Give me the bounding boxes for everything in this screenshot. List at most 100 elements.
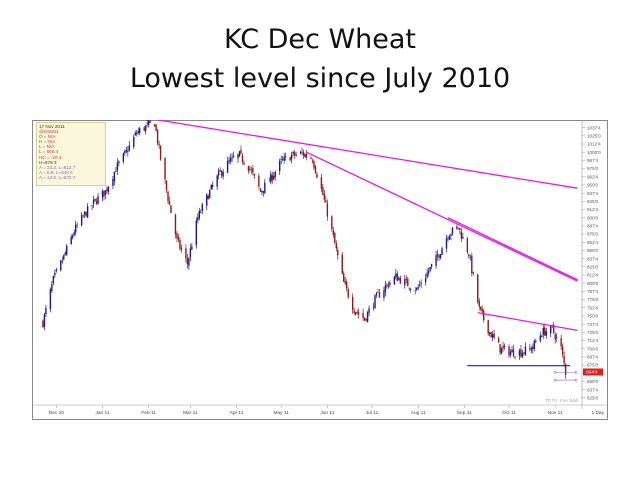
ohlc-bar: [136, 129, 138, 137]
ohlc-bar: [122, 152, 125, 164]
ohlc-bar: [229, 154, 232, 165]
ohlc-bar: [210, 184, 212, 190]
ohlc-bar: [347, 287, 349, 300]
ohlc-body: [174, 214, 177, 235]
ohlc-body: [354, 312, 357, 314]
ohlc-bar: [55, 267, 58, 273]
ohlc-bar: [320, 173, 323, 193]
ohlc-body: [305, 153, 308, 158]
ohlc-body: [441, 248, 443, 255]
ohlc-bar: [61, 256, 63, 264]
ohlc-bar: [439, 253, 442, 260]
ohlc-body: [159, 145, 162, 160]
ohlc-body: [532, 347, 534, 350]
ohlc-bar: [544, 323, 546, 336]
ohlc-bar: [404, 274, 406, 289]
ohlc-bar: [51, 281, 53, 294]
ohlc-bar: [271, 171, 273, 184]
y-tick-label: 987'4: [587, 158, 599, 163]
ohlc-body: [322, 187, 324, 195]
ohlc-bar: [219, 167, 221, 172]
ohlc-bar: [483, 308, 485, 323]
ohlc-bar: [418, 280, 421, 288]
ohlc-bar: [420, 279, 422, 289]
ohlc-bar: [560, 334, 562, 350]
ohlc-body: [177, 236, 180, 240]
ohlc-bar: [337, 246, 339, 260]
ohlc-bar: [363, 317, 366, 322]
ohlc-body: [238, 151, 241, 157]
ohlc-body: [420, 282, 422, 284]
ohlc-bar: [472, 271, 474, 276]
chart-frame: [32, 120, 608, 420]
ohlc-body: [165, 180, 168, 191]
ohlc-bar: [356, 309, 358, 316]
ohlc-body: [378, 292, 381, 298]
ohlc-bar: [389, 280, 391, 288]
ohlc-bar: [310, 156, 312, 160]
ohlc-bar: [478, 298, 480, 311]
y-tick-label: 825'0: [587, 264, 599, 269]
ohlc-bar: [177, 233, 180, 243]
ohlc-bar: [158, 140, 160, 149]
ohlc-bar: [383, 286, 385, 301]
ohlc-body: [408, 287, 410, 289]
y-tick-label: 700'0: [587, 346, 599, 351]
ohlc-body: [116, 162, 119, 171]
projection-marker: [574, 370, 578, 374]
ohlc-body: [259, 188, 262, 192]
ohlc-bar: [386, 283, 388, 289]
ohlc-body: [136, 133, 138, 135]
ohlc-body: [372, 306, 375, 308]
ohlc-body: [170, 205, 172, 214]
ohlc-body: [240, 149, 242, 154]
ohlc-body: [310, 157, 312, 159]
ohlc-body: [564, 364, 567, 375]
ohlc-body: [416, 288, 418, 290]
ohlc-bar: [249, 165, 251, 172]
ohlc-body: [509, 351, 512, 356]
ohlc-bar: [326, 199, 329, 221]
y-tick-label: 887'4: [587, 224, 599, 229]
y-tick-label: 837'4: [587, 256, 599, 261]
ohlc-body: [195, 220, 198, 246]
ohlc-body: [332, 230, 335, 235]
ohlc-bar: [189, 244, 192, 261]
ohlc-bar: [82, 214, 84, 218]
ohlc-body: [228, 160, 230, 162]
trendline-3: [447, 217, 578, 281]
ohlc-bar: [405, 275, 407, 284]
ohlc-bar: [313, 159, 315, 170]
ohlc-body: [343, 273, 345, 282]
ohlc-body: [229, 158, 232, 162]
x-tick-label: Jun 11: [320, 410, 334, 416]
ohlc-bar: [487, 319, 489, 336]
ohlc-bar: [316, 171, 318, 179]
legend-line-2: O = N/A: [39, 134, 56, 140]
ohlc-bar: [416, 287, 418, 291]
ohlc-body: [447, 238, 449, 239]
ohlc-bar: [174, 213, 177, 239]
ohlc-body: [237, 154, 239, 159]
y-tick-label: 787'4: [587, 289, 599, 294]
ohlc-body: [167, 191, 169, 202]
ohlc-body: [524, 346, 527, 355]
ohlc-bar: [264, 178, 266, 195]
ohlc-bar: [273, 172, 275, 181]
y-tick-label: 1012'4: [587, 142, 601, 147]
ohlc-body: [490, 332, 492, 338]
ohlc-bar: [524, 342, 527, 356]
ohlc-body: [207, 196, 209, 200]
ohlc-body: [357, 312, 360, 315]
ohlc-bar: [133, 134, 135, 150]
ohlc-body: [206, 194, 208, 206]
ohlc-bar: [499, 344, 501, 356]
ohlc-body: [147, 121, 150, 125]
ohlc-bar: [238, 150, 241, 158]
ohlc-bar: [541, 334, 543, 338]
ohlc-bar: [532, 343, 534, 354]
chart-legend: 17 Nov 2011 @KWZ11 O = N/A H = N/A L = N…: [36, 122, 106, 186]
y-tick-label: 912'4: [587, 207, 599, 212]
ohlc-bar: [351, 293, 354, 314]
ohlc-bar: [396, 271, 399, 282]
